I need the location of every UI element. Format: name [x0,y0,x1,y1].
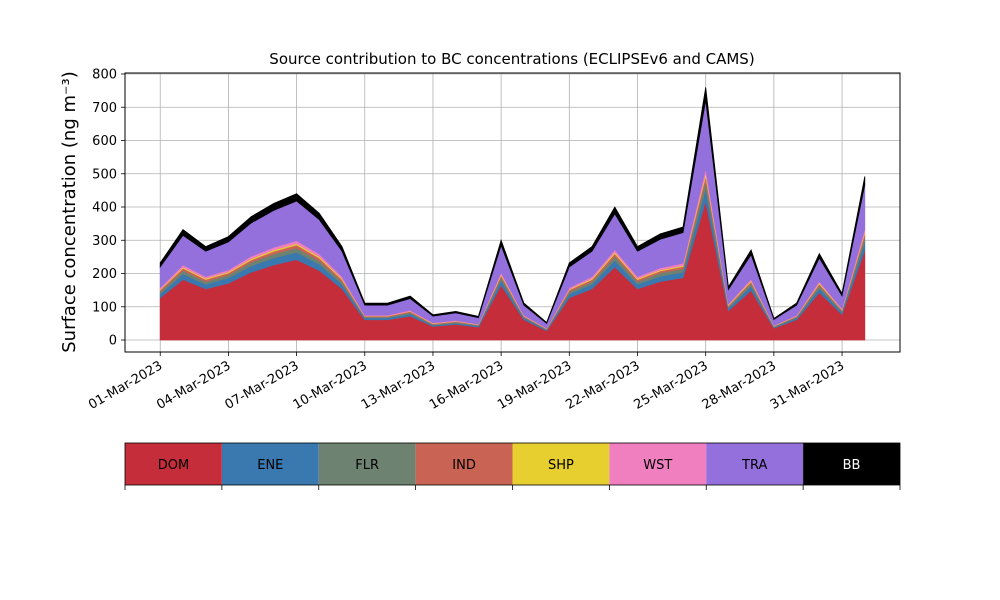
x-tick-label: 31-Mar-2023 [768,358,847,412]
legend-swatch [609,443,707,485]
legend-label: FLR [355,458,379,473]
legend-label: WST [643,458,672,473]
legend-swatch [221,443,319,485]
legend-swatch [415,443,513,485]
x-tick-label: 10-Mar-2023 [291,358,370,412]
x-tick-label: 01-Mar-2023 [86,358,165,412]
y-tick-label: 200 [92,267,117,282]
x-tick-label: 16-Mar-2023 [427,358,506,412]
y-axis-label: Surface concentration (ng m⁻³) [59,71,80,353]
y-tick-label: 400 [92,201,117,216]
legend-label: IND [452,458,476,473]
chart-title: Source contribution to BC concentrations… [269,50,754,68]
legend-label: TRA [741,458,767,473]
y-tick-label: 700 [92,101,117,116]
legend-frame [124,442,901,486]
y-tick-label: 500 [92,167,117,182]
plot-frame [124,72,901,353]
legend-swatch [318,443,416,485]
x-tick-label: 04-Mar-2023 [154,358,233,412]
legend-label: SHP [548,458,574,473]
area [159,87,866,325]
y-tick-label: 100 [92,300,117,315]
y-tick-label: 300 [92,234,117,249]
x-tick-label: 13-Mar-2023 [359,358,438,412]
x-tick-label: 07-Mar-2023 [222,358,301,412]
legend-swatch [706,443,804,485]
y-tick-label: 800 [92,67,117,82]
legend-label: DOM [158,458,189,473]
legend-swatch [512,443,610,485]
legend-swatch [125,443,222,485]
x-tick-label: 25-Mar-2023 [632,358,711,412]
x-tick-label: 28-Mar-2023 [700,358,779,412]
legend-label: BB [843,458,861,473]
x-tick-label: 22-Mar-2023 [563,358,642,412]
legend-swatch [803,443,900,485]
x-tick-label: 19-Mar-2023 [495,358,574,412]
legend-label: ENE [257,458,283,473]
y-tick-label: 0 [109,334,117,349]
y-tick-label: 600 [92,134,117,149]
